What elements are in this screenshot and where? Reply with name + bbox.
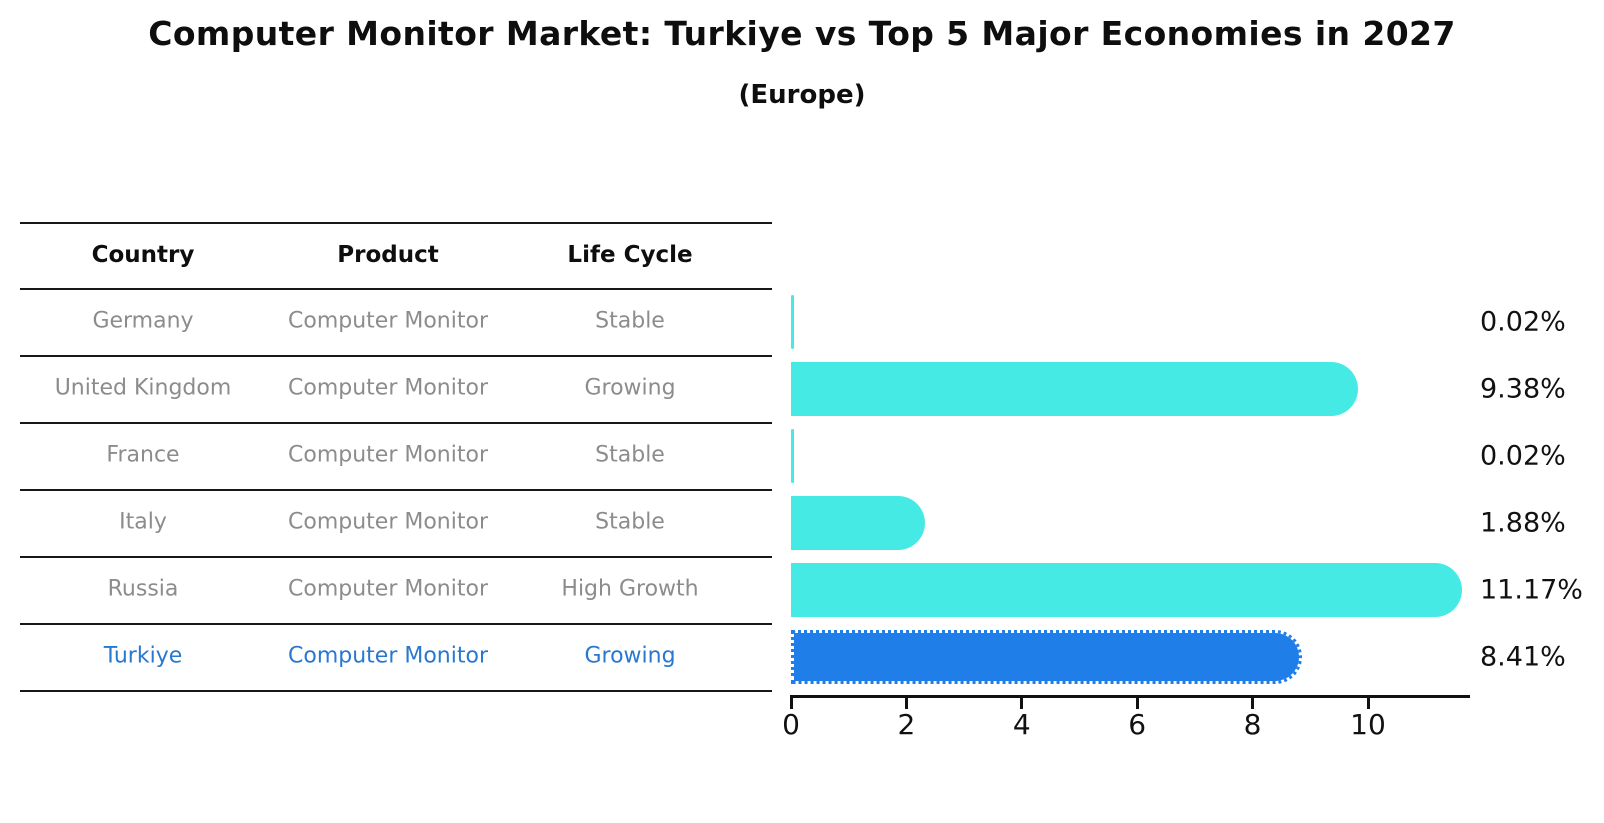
row-separator [20,556,772,558]
x-axis-tick-mark [1366,698,1370,709]
bar-value-label: 0.02% [1480,440,1566,471]
x-axis-tick-label: 4 [1012,708,1031,741]
x-axis-tick-mark [904,698,908,709]
x-axis-tick-label: 10 [1350,708,1386,741]
row-separator [20,422,772,424]
bar-value-label: 11.17% [1480,574,1583,605]
chart-subtitle: (Europe) [738,80,866,110]
country-cell: Russia [107,576,179,602]
column-header-country: Country [91,242,195,268]
column-header-product: Product [337,242,439,268]
product-cell: Computer Monitor [288,576,488,602]
bar-france [791,428,794,483]
life-cycle-cell: Stable [595,442,665,468]
country-cell: United Kingdom [54,375,232,401]
x-axis-tick-mark [789,698,793,709]
life-cycle-cell: High Growth [561,576,699,602]
bar-value-label: 1.88% [1480,507,1566,538]
table-bottom-border [20,690,772,692]
row-separator [20,623,772,625]
life-cycle-cell: Growing [584,643,676,669]
table-top-border [20,222,772,224]
bar-value-label: 9.38% [1480,373,1566,404]
product-cell: Computer Monitor [288,442,488,468]
bar-russia [791,562,1462,617]
life-cycle-cell: Stable [595,308,665,334]
life-cycle-cell: Growing [584,375,676,401]
x-axis-tick-mark [1135,698,1139,709]
bar-value-label: 0.02% [1480,306,1566,337]
product-cell: Computer Monitor [288,643,488,669]
x-axis-tick-label: 8 [1243,708,1262,741]
bar-germany [791,294,794,349]
bar-italy [791,495,926,550]
product-cell: Computer Monitor [288,375,488,401]
country-cell: Germany [92,308,194,334]
x-axis-line [790,695,1470,698]
x-axis-tick-label: 2 [897,708,916,741]
table-header-border [20,288,772,290]
product-cell: Computer Monitor [288,308,488,334]
country-cell: Turkiye [103,643,183,669]
x-axis-tick-mark [1251,698,1255,709]
product-cell: Computer Monitor [288,509,488,535]
row-separator [20,489,772,491]
x-axis-tick-label: 0 [782,708,800,741]
bar-united-kingdom [791,361,1359,416]
x-axis-tick-mark [1020,698,1024,709]
country-cell: France [106,442,180,468]
chart-title: Computer Monitor Market: Turkiye vs Top … [148,14,1456,53]
life-cycle-cell: Stable [595,509,665,535]
row-separator [20,355,772,357]
bar-value-label: 8.41% [1480,641,1566,672]
bar-turkiye [791,629,1303,684]
country-cell: Italy [119,509,167,535]
x-axis-tick-label: 6 [1128,708,1147,741]
column-header-life-cycle: Life Cycle [567,242,693,268]
